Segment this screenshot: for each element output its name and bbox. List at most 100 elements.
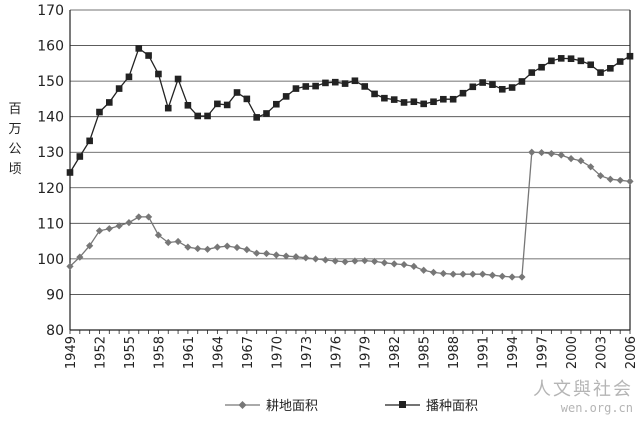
y-tick-label: 150 <box>37 74 64 90</box>
data-point-series2 <box>430 98 437 106</box>
data-point-series1 <box>370 257 379 265</box>
series-line-2 <box>69 47 631 173</box>
data-point-series2 <box>449 95 457 103</box>
x-tick-label: 2000 <box>565 336 580 369</box>
data-point-series2 <box>341 80 349 87</box>
data-point-series1 <box>243 246 251 254</box>
data-point-series2 <box>66 169 74 176</box>
data-point-series2 <box>616 58 624 65</box>
data-point-series2 <box>214 100 221 108</box>
data-point-series2 <box>420 100 427 108</box>
x-tick-label: 1994 <box>506 336 521 369</box>
x-tick-label: 1973 <box>300 336 315 369</box>
y-tick-label: 80 <box>46 323 64 339</box>
y-axis-label-char: 顷 <box>8 162 22 177</box>
data-point-series2 <box>459 89 467 97</box>
data-point-series1 <box>410 262 418 270</box>
data-point-series1 <box>537 148 546 157</box>
series-layer <box>66 45 634 281</box>
data-point-series2 <box>538 63 545 71</box>
data-point-series2 <box>567 55 575 63</box>
y-tick-label: 110 <box>37 216 64 232</box>
data-point-series1 <box>469 270 477 278</box>
data-point-series1 <box>518 273 526 281</box>
data-point-series2 <box>243 95 251 103</box>
x-tick-label: 1979 <box>359 336 374 369</box>
data-point-series1 <box>174 237 182 246</box>
data-point-series1 <box>66 262 74 270</box>
data-point-series1 <box>390 260 398 268</box>
data-point-series1 <box>341 258 349 266</box>
data-point-series2 <box>115 85 123 92</box>
y-tick-label: 160 <box>37 39 64 55</box>
data-point-series2 <box>518 78 526 85</box>
data-point-series1 <box>429 268 438 276</box>
data-point-series2 <box>626 52 634 60</box>
data-point-series1 <box>86 242 94 250</box>
data-point-series2 <box>587 61 595 69</box>
y-tick-label: 130 <box>37 145 64 161</box>
series-line-1 <box>69 151 631 278</box>
x-tick-label: 1958 <box>152 336 167 369</box>
y-tick-label: 90 <box>46 287 64 303</box>
data-point-series1 <box>194 244 202 253</box>
data-point-series1 <box>449 270 457 278</box>
data-point-series1 <box>223 242 231 250</box>
x-tick-label: 1997 <box>536 336 551 369</box>
data-point-series2 <box>312 82 319 90</box>
data-point-series1 <box>272 251 280 259</box>
data-point-series1 <box>203 245 212 253</box>
data-point-series1 <box>380 259 388 267</box>
data-point-series2 <box>607 65 614 72</box>
data-point-series1 <box>459 270 467 278</box>
data-point-series1 <box>115 222 123 230</box>
data-point-series2 <box>145 52 152 59</box>
data-point-series2 <box>331 78 339 86</box>
data-point-series2 <box>351 77 359 85</box>
data-point-series1 <box>528 148 536 156</box>
data-point-series1 <box>302 254 310 262</box>
data-point-series2 <box>194 112 202 120</box>
data-point-series2 <box>371 90 378 98</box>
data-point-series1 <box>76 253 84 261</box>
data-point-series2 <box>174 75 182 83</box>
data-point-series2 <box>508 84 516 91</box>
data-point-series1 <box>596 172 605 180</box>
data-point-series1 <box>479 270 487 278</box>
data-point-series2 <box>528 69 536 76</box>
data-point-series2 <box>164 104 172 112</box>
data-point-series1 <box>135 213 143 221</box>
x-tick-label: 1982 <box>388 336 403 369</box>
data-point-series1 <box>547 150 556 158</box>
data-point-series1 <box>262 249 271 258</box>
data-point-series2 <box>86 137 93 145</box>
data-point-series2 <box>498 85 506 93</box>
data-point-series1 <box>606 175 614 183</box>
x-tick-label: 1964 <box>211 336 226 369</box>
y-axis-label-char: 百 <box>8 102 22 117</box>
data-point-series1 <box>439 269 447 278</box>
data-point-series1 <box>361 257 369 265</box>
x-tick-label: 1952 <box>93 336 108 369</box>
data-point-series2 <box>557 55 565 62</box>
watermark-text: 人文與社会 <box>533 379 633 400</box>
data-point-series2 <box>105 99 113 106</box>
data-point-series2 <box>322 79 329 87</box>
data-point-series1 <box>164 238 172 247</box>
data-point-series1 <box>154 231 163 239</box>
x-tick-label: 2003 <box>595 336 610 369</box>
data-point-series2 <box>548 57 555 65</box>
x-tick-label: 1961 <box>182 336 197 369</box>
data-point-series1 <box>351 257 359 265</box>
data-point-series2 <box>469 83 477 91</box>
data-point-series1 <box>213 243 221 251</box>
data-point-series1 <box>577 157 585 165</box>
watermark-url: wen.org.cn <box>560 401 633 415</box>
x-tick-label: 1970 <box>270 336 285 369</box>
y-tick-label: 140 <box>37 110 64 126</box>
y-tick-label: 120 <box>37 181 64 197</box>
data-point-series1 <box>312 255 320 263</box>
data-point-series2 <box>400 99 408 106</box>
data-point-series1 <box>282 252 290 260</box>
